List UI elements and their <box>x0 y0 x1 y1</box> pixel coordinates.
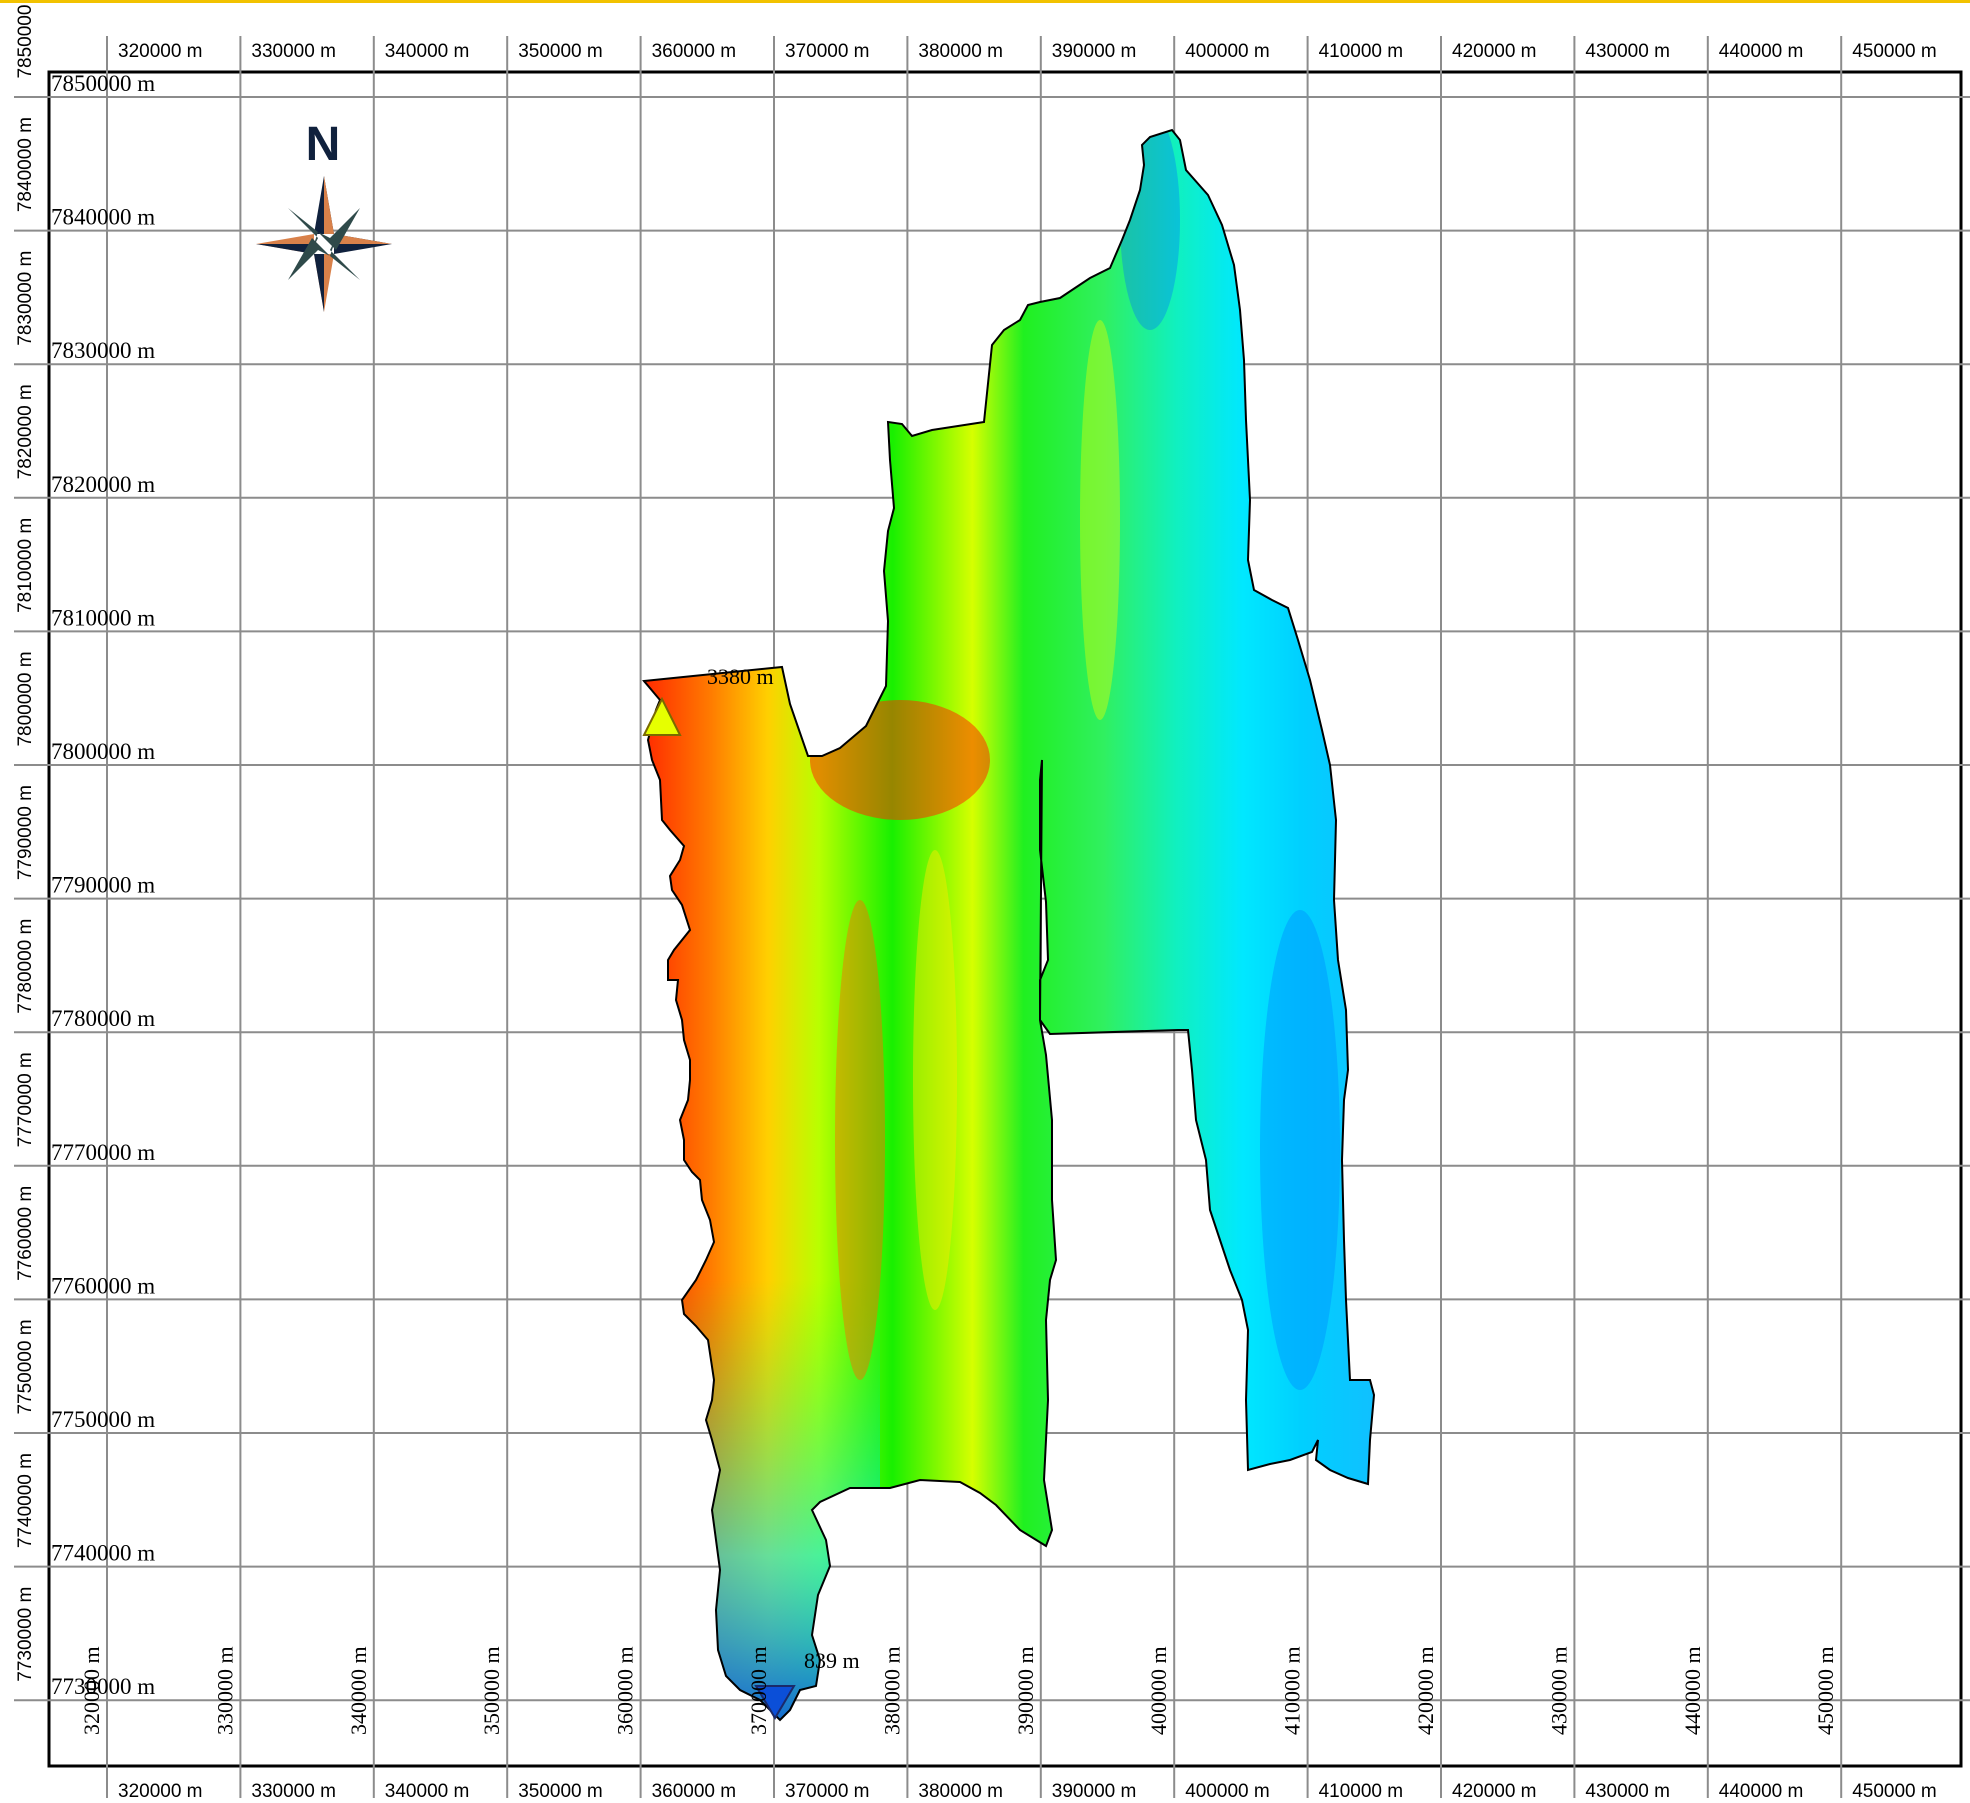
x-tick-label: 320000 m <box>118 1781 203 1798</box>
frame-top-border <box>0 0 1970 3</box>
x-tick-label: 370000 m <box>785 41 870 62</box>
max-elevation-label: 3380 m <box>707 664 774 689</box>
min-elevation-label: 839 m <box>804 1648 860 1673</box>
y-tick-label: 7730000 m <box>15 1587 36 1682</box>
x-tick-label: 340000 m <box>385 41 470 62</box>
y-tick-label: 7850000 m <box>15 0 36 79</box>
y-tick-label-inner: 7740000 m <box>51 1541 155 1566</box>
x-tick-label: 380000 m <box>918 41 1003 62</box>
x-tick-label-rotated: 340000 m <box>346 1646 371 1735</box>
ridge-line-west <box>835 900 885 1380</box>
y-tick-label-inner: 7820000 m <box>51 472 155 497</box>
y-tick-label-inner: 7790000 m <box>51 873 155 898</box>
y-tick-label-inner: 7830000 m <box>51 338 155 363</box>
x-tick-label: 400000 m <box>1185 41 1270 62</box>
x-tick-labels-bottom: 320000 m 330000 m 340000 m 350000 m 360000 m… <box>118 1781 1937 1802</box>
y-tick-label: 7740000 m <box>15 1453 36 1548</box>
ridge-line-middle <box>913 850 957 1310</box>
x-tick-label: 430000 m <box>1585 1781 1670 1798</box>
y-tick-label: 7800000 m <box>15 651 36 746</box>
x-tick-label: 330000 m <box>251 1781 336 1798</box>
x-tick-label-rotated: 430000 m <box>1546 1646 1571 1735</box>
x-tick-label: 340000 m <box>385 1781 470 1798</box>
max-elevation-marker <box>642 696 682 736</box>
x-tick-label: 390000 m <box>1052 1781 1137 1798</box>
y-tick-label: 7770000 m <box>15 1052 36 1147</box>
x-tick-labels-inner: 320000 m 330000 m 340000 m 350000 m 360000 m… <box>79 1646 1838 1735</box>
x-tick-label: 450000 m <box>1852 1781 1937 1798</box>
x-tick-label: 450000 m <box>1852 41 1937 62</box>
x-tick-label-rotated: 380000 m <box>879 1646 904 1735</box>
river-channel <box>1260 910 1340 1390</box>
y-tick-labels-left: 7850000 m 7840000 m 7830000 m 7820000 m 7810… <box>15 0 36 1682</box>
y-tick-label-inner: 7770000 m <box>51 1140 155 1165</box>
y-tick-label-inner: 7750000 m <box>51 1407 155 1432</box>
x-tick-label: 400000 m <box>1185 1781 1270 1798</box>
x-tick-label: 390000 m <box>1052 41 1137 62</box>
x-tick-label: 370000 m <box>785 1781 870 1798</box>
x-tick-label: 420000 m <box>1452 1781 1537 1798</box>
x-tick-label-rotated: 410000 m <box>1280 1646 1305 1735</box>
y-tick-label-inner: 7800000 m <box>51 739 155 764</box>
x-tick-label: 350000 m <box>518 41 603 62</box>
y-tick-label: 7830000 m <box>15 251 36 346</box>
y-tick-label-inner: 7760000 m <box>51 1273 155 1298</box>
north-label: N <box>306 118 341 171</box>
x-tick-label: 330000 m <box>251 41 336 62</box>
x-tick-label-rotated: 370000 m <box>746 1646 771 1735</box>
x-tick-label: 360000 m <box>652 1781 737 1798</box>
x-tick-label: 440000 m <box>1719 41 1804 62</box>
ridge-line-north <box>1080 320 1120 720</box>
x-tick-label-rotated: 390000 m <box>1013 1646 1038 1735</box>
x-tick-label-rotated: 360000 m <box>613 1646 638 1735</box>
x-tick-label: 430000 m <box>1585 41 1670 62</box>
x-tick-label-rotated: 450000 m <box>1813 1646 1838 1735</box>
x-tick-label: 350000 m <box>518 1781 603 1798</box>
x-tick-label: 320000 m <box>118 41 203 62</box>
x-tick-label: 360000 m <box>652 41 737 62</box>
y-tick-label-inner: 7780000 m <box>51 1006 155 1031</box>
north-arrow: N <box>256 118 392 312</box>
y-tick-label: 7820000 m <box>15 384 36 479</box>
y-tick-label-inner: 7850000 m <box>51 71 155 96</box>
x-tick-label-rotated: 350000 m <box>479 1646 504 1735</box>
x-tick-label: 380000 m <box>918 1781 1003 1798</box>
x-tick-label-rotated: 320000 m <box>79 1646 104 1735</box>
y-tick-label: 7750000 m <box>15 1319 36 1414</box>
region-boundary <box>642 128 1376 1722</box>
y-tick-label: 7790000 m <box>15 785 36 880</box>
x-tick-label: 410000 m <box>1319 1781 1404 1798</box>
y-tick-label-inner: 7730000 m <box>51 1674 155 1699</box>
y-tick-label-inner: 7810000 m <box>51 605 155 630</box>
y-tick-label: 7760000 m <box>15 1186 36 1281</box>
y-tick-labels-inner: 7850000 m 7840000 m 7830000 m 7820000 m 7810… <box>51 71 155 1699</box>
x-tick-label: 440000 m <box>1719 1781 1804 1798</box>
x-tick-label-rotated: 400000 m <box>1146 1646 1171 1735</box>
x-tick-label: 410000 m <box>1319 41 1404 62</box>
x-tick-label: 420000 m <box>1452 41 1537 62</box>
y-tick-label: 7780000 m <box>15 919 36 1014</box>
compass-rose-icon <box>256 176 392 312</box>
y-tick-label: 7810000 m <box>15 518 36 613</box>
x-tick-label-rotated: 440000 m <box>1680 1646 1705 1735</box>
x-tick-label-rotated: 420000 m <box>1413 1646 1438 1735</box>
min-elevation-marker <box>754 1685 796 1720</box>
y-tick-label-inner: 7840000 m <box>51 205 155 230</box>
y-tick-label: 7840000 m <box>15 117 36 212</box>
x-tick-label-rotated: 330000 m <box>212 1646 237 1735</box>
x-tick-labels-top: 320000 m 330000 m 340000 m 350000 m 360000 m… <box>118 41 1937 62</box>
